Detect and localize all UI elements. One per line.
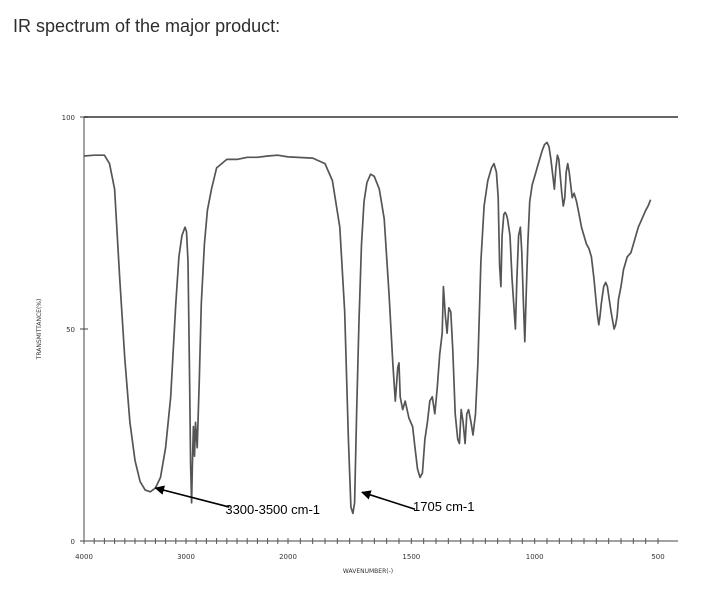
series-layer (83, 141, 652, 515)
spectrum-line (83, 141, 652, 515)
x-tick-label: 1000 (526, 553, 544, 561)
tick-marks (80, 116, 659, 544)
y-axis-title: TRANSMITTANCE(%) (36, 299, 43, 361)
x-tick-label: 4000 (75, 553, 93, 561)
annotation-arrow (154, 485, 230, 508)
question-prompt: IR spectrum of the major product: (13, 16, 281, 36)
y-tick-label: 50 (66, 326, 75, 334)
x-tick-label: 2000 (279, 553, 297, 561)
annotation-label: 3300-3500 cm-1 (225, 502, 320, 517)
x-tick-label: 1500 (402, 553, 420, 561)
annotation-arrow (361, 490, 416, 510)
plot-frame (83, 116, 678, 542)
tick-labels: 4000 3000 2000 1500 1000 500 0 50 100 (62, 114, 665, 561)
x-axis-title: WAVENUMBER(-) (343, 568, 393, 575)
x-tick-label: 500 (651, 553, 664, 561)
annotation-layer: 3300-3500 cm-1 1705 cm-1 (154, 485, 474, 517)
x-tick-label: 3000 (177, 553, 195, 561)
y-tick-label: 0 (71, 538, 75, 546)
y-tick-label: 100 (62, 114, 75, 122)
annotation-label: 1705 cm-1 (413, 499, 474, 514)
